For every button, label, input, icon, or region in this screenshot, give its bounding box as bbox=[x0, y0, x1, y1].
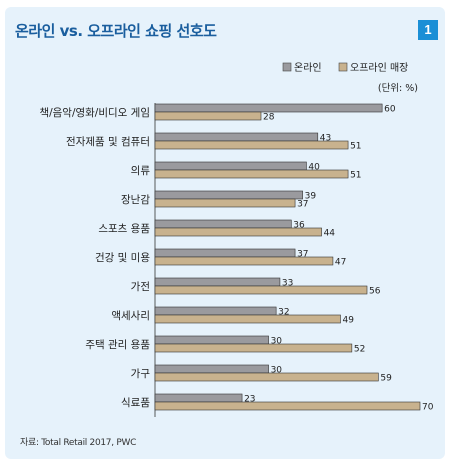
value-label-online: 37 bbox=[297, 250, 308, 260]
unit-label: (단위: %) bbox=[378, 82, 418, 94]
figure-number-badge: 1 bbox=[418, 20, 438, 40]
value-label-online: 33 bbox=[282, 279, 293, 289]
legend-label-offline: 오프라인 매장 bbox=[350, 62, 408, 74]
value-label-offline: 28 bbox=[263, 113, 275, 123]
category-label: 건강 및 미용 bbox=[95, 252, 150, 264]
bar-offline bbox=[154, 198, 296, 208]
legend-swatch-offline bbox=[338, 62, 348, 72]
value-label-online: 60 bbox=[384, 105, 396, 115]
bar-online bbox=[154, 277, 281, 287]
value-label-online: 40 bbox=[308, 163, 320, 173]
value-label-online: 30 bbox=[271, 337, 283, 347]
value-label-offline: 59 bbox=[380, 374, 392, 384]
bar-online bbox=[154, 364, 269, 374]
category-label: 스포츠 용품 bbox=[98, 223, 150, 235]
bar-online bbox=[154, 190, 303, 200]
value-label-offline: 52 bbox=[354, 345, 365, 355]
value-label-offline: 47 bbox=[335, 258, 346, 268]
category-label: 식료품 bbox=[121, 397, 150, 409]
category-label: 액세사리 bbox=[111, 310, 150, 322]
category-label: 주택 관리 용품 bbox=[85, 339, 150, 351]
bar-online bbox=[154, 103, 383, 113]
bar-offline bbox=[154, 111, 262, 121]
value-label-offline: 51 bbox=[350, 171, 361, 181]
bar-offline bbox=[154, 227, 322, 237]
bar-offline bbox=[154, 343, 353, 353]
bar-online bbox=[154, 132, 319, 142]
value-label-offline: 70 bbox=[422, 403, 434, 413]
category-label: 가전 bbox=[131, 281, 150, 293]
chart-title: 온라인 vs. 오프라인 쇼핑 선호도 bbox=[15, 22, 217, 40]
bar-online bbox=[154, 335, 269, 345]
value-label-online: 36 bbox=[293, 221, 305, 231]
category-label: 장난감 bbox=[121, 194, 150, 206]
value-label-online: 39 bbox=[305, 192, 317, 202]
value-label-offline: 49 bbox=[343, 316, 355, 326]
value-label-online: 32 bbox=[278, 308, 289, 318]
category-label: 책/음악/영화/비디오 게임 bbox=[39, 106, 150, 119]
category-label: 의류 bbox=[131, 165, 151, 177]
value-label-offline: 51 bbox=[350, 142, 361, 152]
bar-online bbox=[154, 219, 292, 229]
bar-offline bbox=[154, 169, 349, 179]
legend-swatch-online bbox=[282, 62, 292, 72]
value-label-offline: 56 bbox=[369, 287, 381, 297]
bar-online bbox=[154, 306, 277, 316]
bar-offline bbox=[154, 401, 421, 411]
legend-label-online: 온라인 bbox=[294, 62, 322, 74]
bars-group: 책/음악/영화/비디오 게임 60 28 전자제품 및 컴퓨터 43 51 의류 40 51 장난… bbox=[39, 103, 434, 413]
legend: 온라인 오프라인 매장 bbox=[282, 62, 408, 74]
value-label-online: 43 bbox=[320, 134, 331, 144]
source-note: 자료: Total Retail 2017, PWC bbox=[20, 438, 137, 448]
bar-offline bbox=[154, 285, 368, 295]
bar-online bbox=[154, 161, 307, 171]
value-label-online: 23 bbox=[244, 395, 255, 405]
value-label-offline: 37 bbox=[297, 200, 308, 210]
bar-offline bbox=[154, 140, 349, 150]
value-label-offline: 44 bbox=[324, 229, 336, 239]
bar-offline bbox=[154, 314, 341, 324]
bar-online bbox=[154, 248, 296, 258]
category-label: 가구 bbox=[131, 368, 151, 380]
category-label: 전자제품 및 컴퓨터 bbox=[66, 136, 150, 148]
value-label-online: 30 bbox=[271, 366, 283, 376]
bar-offline bbox=[154, 256, 334, 266]
bar-online bbox=[154, 393, 243, 403]
bar-offline bbox=[154, 372, 379, 382]
